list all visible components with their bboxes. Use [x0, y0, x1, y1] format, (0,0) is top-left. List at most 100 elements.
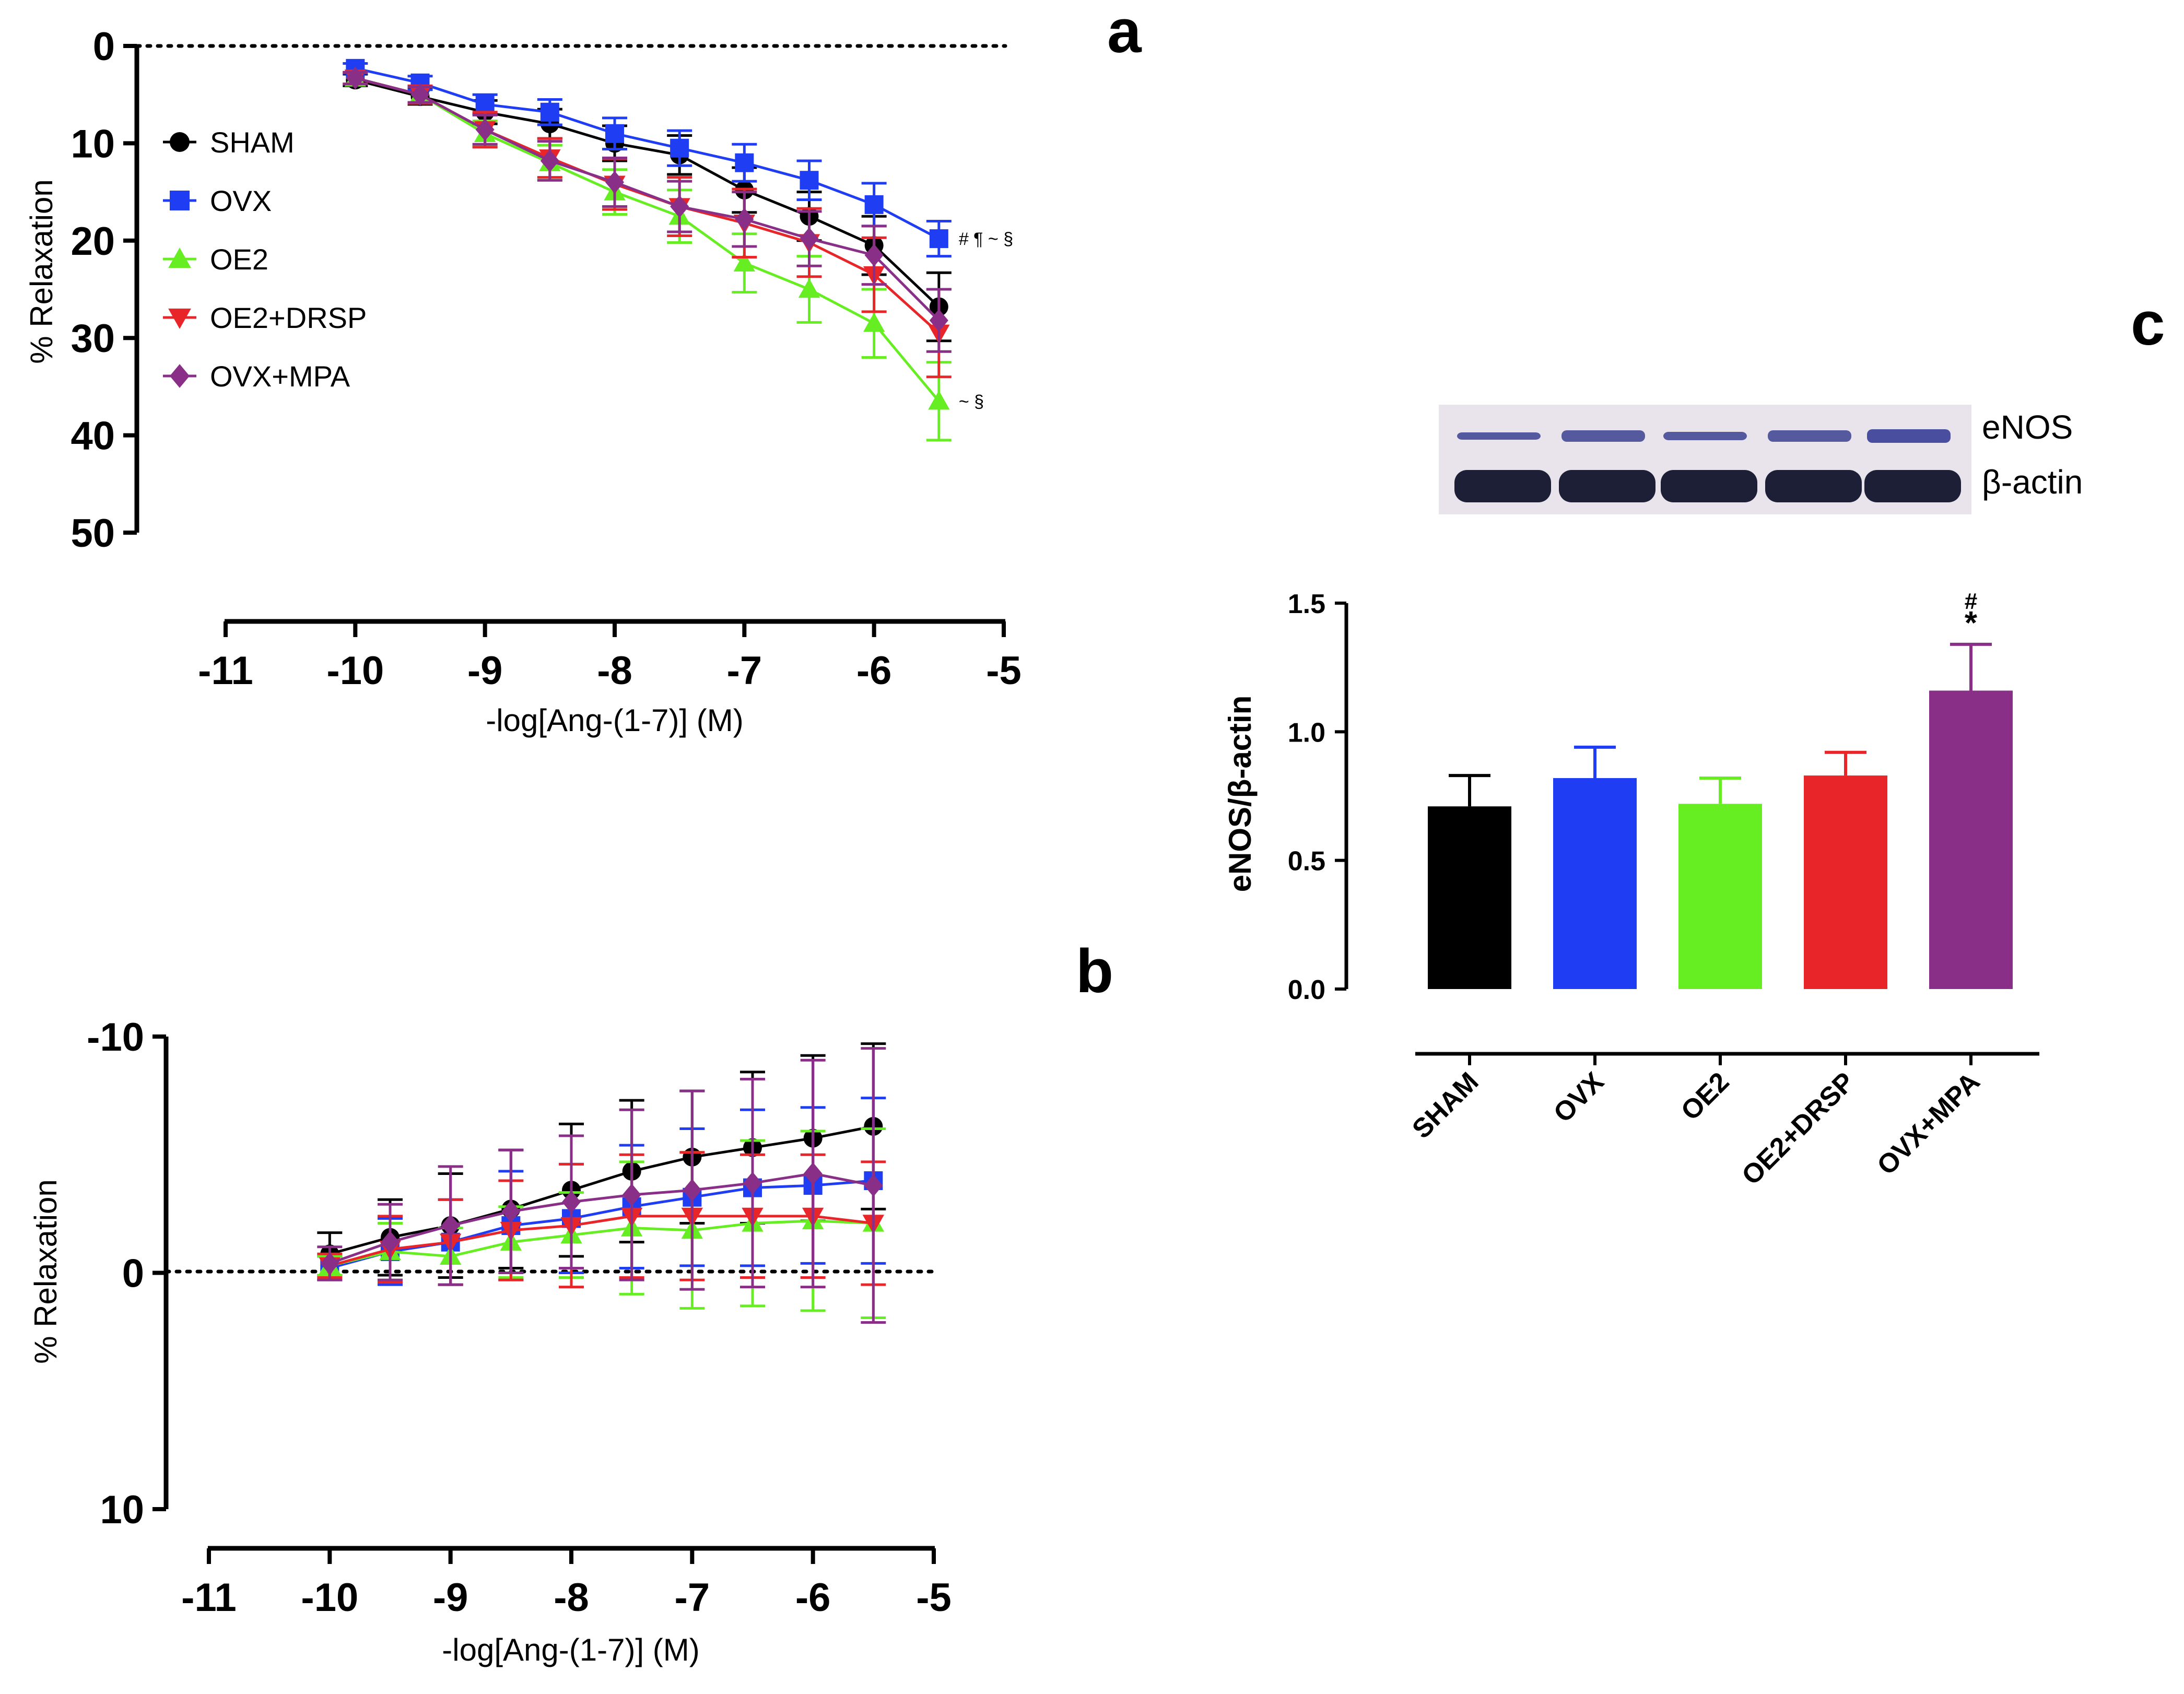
panel-a-xtick-label: -7 [727, 649, 762, 693]
blot-band-enos [1663, 432, 1747, 440]
panel-b-data-point [501, 1200, 521, 1223]
category-label-oe2-drsp: OE2+DRSP [1736, 1066, 1860, 1191]
bar-rect [1678, 804, 1762, 989]
legend-label: OE2 [210, 243, 268, 276]
bar-ovx-mpa [1929, 642, 2013, 989]
panel-b-data-point [683, 1179, 702, 1202]
panel-b-series-sham [317, 1042, 886, 1279]
legend-marker [168, 248, 191, 268]
blot-band-enos [1768, 430, 1851, 442]
blot-label-beta-actin: β-actin [1982, 463, 2083, 501]
panel-b-chart: % Relaxation -log[Ang-(1-7)] (M) -10010 … [28, 1015, 952, 1667]
panel-a-data-point [605, 171, 624, 194]
legend-marker [168, 308, 191, 329]
blot-band-beta-actin [1454, 470, 1551, 502]
panel-a-data-point [798, 278, 820, 298]
panel-a-data-point [800, 171, 819, 190]
panel-c-ytick-label: 1.5 [1288, 589, 1325, 619]
panel-b-data-point [864, 1174, 883, 1197]
bar-oe2 [1678, 777, 1762, 989]
bar-rect [1553, 778, 1637, 989]
panel-a-data-point [670, 138, 689, 158]
panel-b-ytick-label: 10 [100, 1488, 144, 1532]
western-blot: eNOS β-actin [1439, 405, 2083, 514]
panel-a-data-point [735, 208, 754, 231]
panel-b-data-point [803, 1162, 823, 1185]
panel-b-series-line [329, 1172, 874, 1265]
panel-c-letter: c [2131, 289, 2165, 358]
panel-b-data-point [622, 1183, 641, 1206]
panel-a-series-oe2 [343, 67, 952, 442]
category-label-oe2: OE2 [1675, 1066, 1735, 1126]
panel-b-xtick-label: -11 [181, 1575, 237, 1620]
panel-a-xlabel: -log[Ang-(1-7)] (M) [486, 703, 743, 738]
panel-a-data-point [800, 227, 819, 250]
significance-mark: * [1965, 605, 1978, 641]
panel-a-series-line [355, 77, 940, 334]
panel-a-series-line [355, 78, 940, 308]
panel-a-data-point [475, 95, 495, 114]
panel-a-data-point [670, 195, 689, 218]
panel-a-ytick-label: 50 [71, 511, 115, 556]
panel-a-legend: SHAM OVX OE2 OE2+DRSP OVX+MPA [163, 126, 367, 393]
panel-a-data-point [475, 118, 495, 141]
panel-a-xtick-label: -8 [597, 649, 632, 693]
panel-c-ytick-label: 1.0 [1288, 717, 1325, 748]
legend-label: SHAM [210, 126, 295, 159]
panel-a-data-point [864, 244, 884, 267]
panel-a-data-point [540, 102, 559, 122]
panel-a-ylabel: % Relaxation [24, 179, 59, 364]
panel-a-series-oe2-drsp [343, 69, 952, 379]
legend-label: OVX [210, 184, 272, 217]
category-label-sham: SHAM [1406, 1066, 1484, 1144]
panel-b-xtick-label: -10 [301, 1575, 358, 1620]
blot-band-beta-actin [1765, 470, 1862, 502]
legend-label: OE2+DRSP [210, 301, 367, 334]
panel-a-data-point [735, 153, 754, 172]
panel-b-xtick-label: -5 [916, 1575, 952, 1620]
legend-marker [170, 191, 190, 210]
panel-b-xtick-label: -6 [795, 1575, 831, 1620]
panel-a-series-ovx [343, 58, 952, 258]
bar-rect [1428, 806, 1511, 989]
panel-a-data-point [929, 229, 948, 249]
bar-oe2-drsp [1804, 750, 1887, 989]
blot-label-enos: eNOS [1982, 408, 2073, 446]
panel-b-letter: b [1076, 937, 1113, 1006]
panel-a-xtick-label: -11 [198, 649, 253, 693]
panel-c-ylabel: eNOS/β-actin [1223, 696, 1258, 892]
panel-a-data-point [929, 309, 948, 332]
blot-band-beta-actin [1661, 470, 1757, 502]
panel-b-series-line [329, 1179, 874, 1269]
legend-item-sham: SHAM [163, 126, 295, 159]
panel-b-xtick-label: -7 [675, 1575, 710, 1620]
panel-b-series-oe2 [317, 1127, 886, 1319]
legend-label: OVX+MPA [210, 360, 350, 393]
blot-band-beta-actin [1864, 470, 1961, 502]
panel-b-series-ovx [317, 1097, 886, 1286]
panel-a-data-point [733, 252, 756, 272]
panel-b-series-line [329, 1125, 874, 1255]
panel-a-data-point [540, 149, 559, 172]
panel-b-data-point [743, 1171, 762, 1195]
panel-b-ytick-label: 0 [122, 1252, 144, 1296]
blot-band-enos [1457, 432, 1541, 440]
panel-a-data-point [410, 83, 430, 106]
panel-a-data-point [863, 312, 885, 332]
panel-a-series-line [355, 67, 940, 240]
panel-b-series-ovx-mpa [317, 1047, 886, 1324]
panel-a-series-line [355, 77, 940, 322]
panel-a-ytick-label: 30 [71, 316, 115, 361]
panel-a-ytick-label: 40 [71, 414, 115, 458]
panel-a-letter: a [1107, 0, 1142, 66]
panel-b-series-line [329, 1219, 874, 1267]
legend-item-ovx: OVX [163, 184, 272, 217]
panel-b-data-point [441, 1214, 460, 1237]
panel-b-xtick-label: -9 [433, 1575, 468, 1620]
significance-mark: # [1965, 589, 1977, 614]
panel-b-data-point [381, 1231, 400, 1254]
panel-a-series-ovx-mpa [343, 66, 952, 353]
panel-a-data-point [864, 195, 884, 214]
panel-b-data-point [562, 1191, 581, 1214]
